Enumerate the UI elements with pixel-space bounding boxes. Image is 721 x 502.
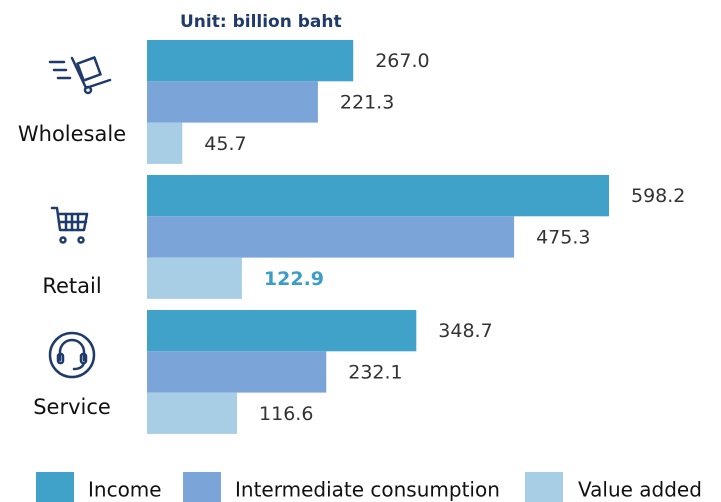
value-label: 221.3 xyxy=(340,91,394,113)
bar xyxy=(147,40,354,82)
value-label: 267.0 xyxy=(375,50,429,72)
value-label: 348.7 xyxy=(438,320,492,342)
bar xyxy=(147,216,515,258)
legend-label: Intermediate consumption xyxy=(235,478,500,502)
legend-swatch xyxy=(36,472,74,502)
legend-swatch xyxy=(183,472,221,502)
value-label: 598.2 xyxy=(631,185,685,207)
legend-label: Income xyxy=(88,478,162,502)
bar xyxy=(147,81,318,123)
category-label: Service xyxy=(33,395,111,419)
bar xyxy=(147,257,242,299)
legend-swatch xyxy=(525,472,563,502)
value-label: 232.1 xyxy=(348,361,402,383)
category-label: Retail xyxy=(42,274,101,298)
value-label: 122.9 xyxy=(264,268,324,290)
chart-title: Unit: billion baht xyxy=(180,12,342,32)
wholesale-icon xyxy=(48,56,112,95)
category-label: Wholesale xyxy=(18,122,126,146)
value-label: 45.7 xyxy=(204,133,246,155)
bar xyxy=(147,392,238,434)
bar xyxy=(147,310,417,352)
service-icon xyxy=(48,331,96,379)
bar xyxy=(147,122,183,164)
legend-label: Value added xyxy=(578,478,702,502)
value-label: 475.3 xyxy=(536,226,590,248)
value-label: 116.6 xyxy=(259,403,313,425)
bar xyxy=(147,351,327,393)
bar xyxy=(147,175,609,217)
retail-icon xyxy=(50,206,89,244)
